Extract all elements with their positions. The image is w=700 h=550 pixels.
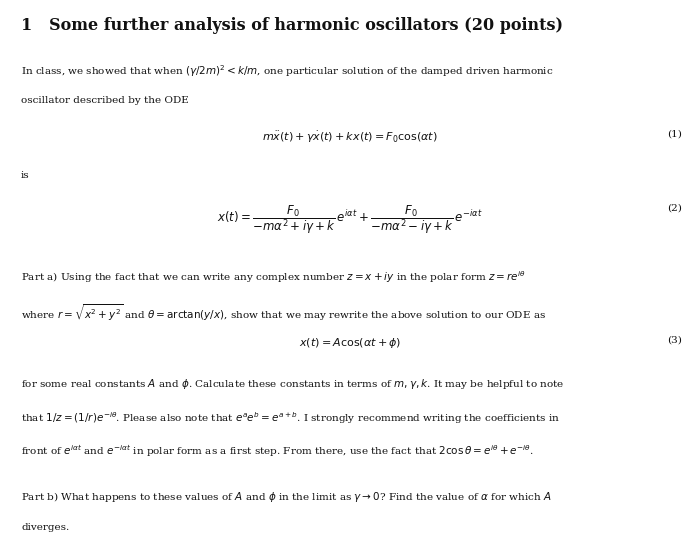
Text: Part a) Using the fact that we can write any complex number $z = x + iy$ in the : Part a) Using the fact that we can write… <box>21 270 526 285</box>
Text: $x(t) = A\cos(\alpha t + \phi)$: $x(t) = A\cos(\alpha t + \phi)$ <box>299 336 401 349</box>
Text: In class, we showed that when $(\gamma/2m)^2 < k/m$, one particular solution of : In class, we showed that when $(\gamma/2… <box>21 63 554 79</box>
Text: is: is <box>21 170 29 179</box>
Text: $m\ddot{x}(t) + \gamma\dot{x}(t) + kx(t) = F_0\cos(\alpha t)$: $m\ddot{x}(t) + \gamma\dot{x}(t) + kx(t)… <box>262 129 438 145</box>
Text: where $r = \sqrt{x^2 + y^2}$ and $\theta = \arctan(y/x)$, show that we may rewri: where $r = \sqrt{x^2 + y^2}$ and $\theta… <box>21 302 546 323</box>
Text: 1   Some further analysis of harmonic oscillators (20 points): 1 Some further analysis of harmonic osci… <box>21 16 563 34</box>
Text: oscillator described by the ODE: oscillator described by the ODE <box>21 96 189 105</box>
Text: (3): (3) <box>668 336 682 344</box>
Text: $x(t) = \dfrac{F_0}{-m\alpha^2 + i\gamma + k}\,e^{i\alpha t} + \dfrac{F_0}{-m\al: $x(t) = \dfrac{F_0}{-m\alpha^2 + i\gamma… <box>217 204 483 236</box>
Text: for some real constants $A$ and $\phi$. Calculate these constants in terms of $m: for some real constants $A$ and $\phi$. … <box>21 377 564 390</box>
Text: front of $e^{i\alpha t}$ and $e^{-i\alpha t}$ in polar form as a first step. Fro: front of $e^{i\alpha t}$ and $e^{-i\alph… <box>21 443 534 459</box>
Text: (1): (1) <box>668 129 682 138</box>
Text: (2): (2) <box>668 204 682 212</box>
Text: that $1/z = (1/r)e^{-i\theta}$. Please also note that $e^ae^b = e^{a+b}$. I stro: that $1/z = (1/r)e^{-i\theta}$. Please a… <box>21 410 560 426</box>
Text: Part b) What happens to these values of $A$ and $\phi$ in the limit as $\gamma \: Part b) What happens to these values of … <box>21 490 552 503</box>
Text: diverges.: diverges. <box>21 522 69 531</box>
